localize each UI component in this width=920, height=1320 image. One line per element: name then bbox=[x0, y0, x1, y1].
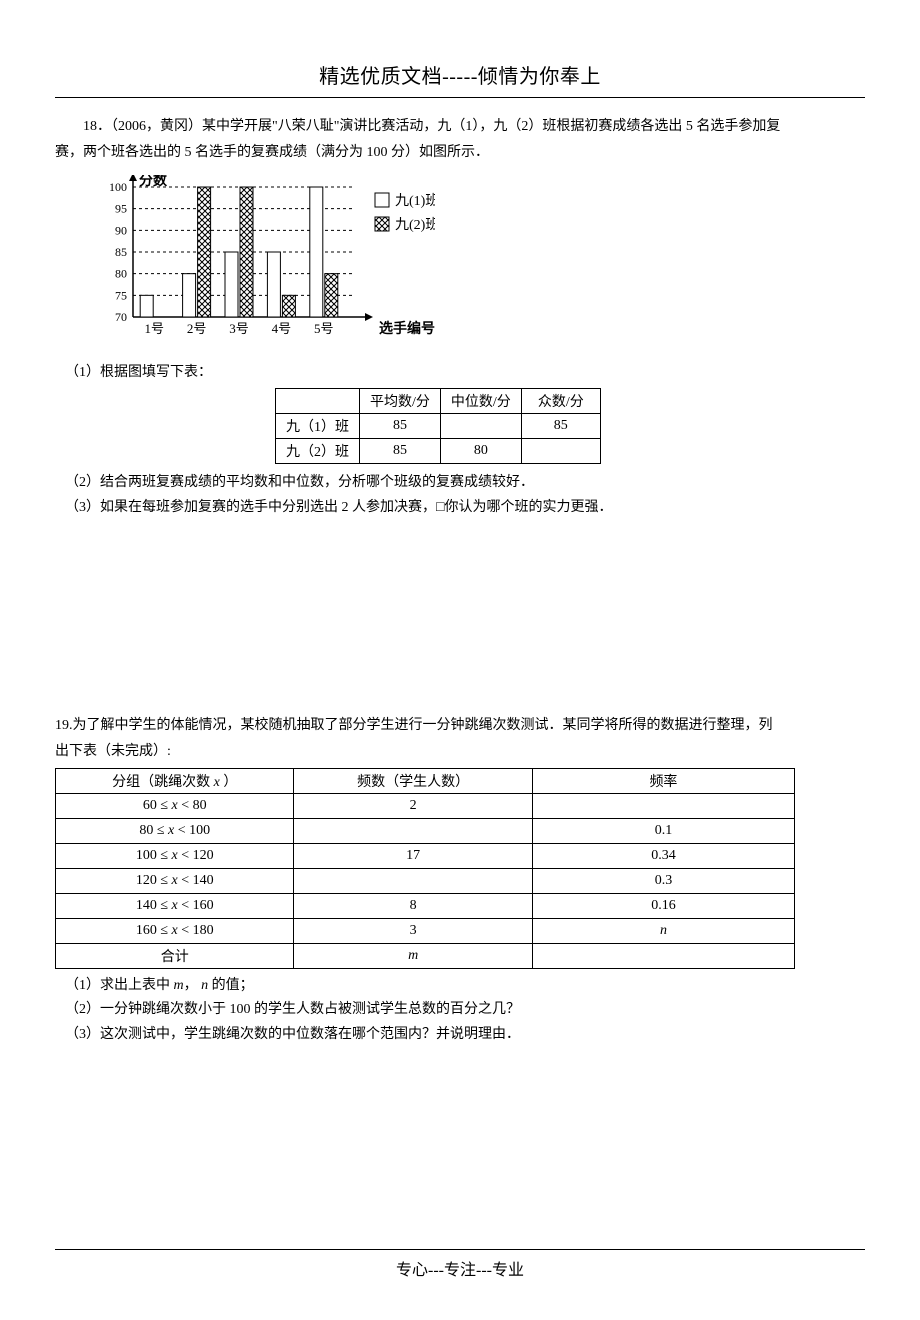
cell: 0.16 bbox=[532, 893, 794, 918]
cell: 频率 bbox=[532, 768, 794, 793]
svg-text:3号: 3号 bbox=[229, 321, 249, 336]
page-header-title: 精选优质文档-----倾情为你奉上 bbox=[55, 60, 865, 89]
cell bbox=[532, 793, 794, 818]
cell: 合计 bbox=[56, 943, 294, 968]
footer-divider bbox=[55, 1249, 865, 1250]
footer-text: 专心---专注---专业 bbox=[55, 1256, 865, 1280]
table-row: 100 ≤ x < 120170.34 bbox=[56, 843, 795, 868]
cell: 九（2）班 bbox=[276, 439, 360, 464]
cell bbox=[521, 439, 600, 464]
q18-sub1: （1）根据图填写下表： bbox=[65, 362, 865, 384]
cell bbox=[532, 943, 794, 968]
q18-sub3: （3）如果在每班参加复赛的选手中分别选出 2 人参加决赛，□你认为哪个班的实力更… bbox=[65, 497, 865, 519]
table-row: 分组（跳绳次数 x ）频数（学生人数）频率 bbox=[56, 768, 795, 793]
cell: 平均数/分 bbox=[360, 389, 441, 414]
q18-table: 平均数/分 中位数/分 众数/分 九（1）班 85 85 九（2）班 85 80 bbox=[275, 388, 601, 464]
cell: 频数（学生人数） bbox=[294, 768, 532, 793]
cell: 120 ≤ x < 140 bbox=[56, 868, 294, 893]
table-row: 合计m bbox=[56, 943, 795, 968]
svg-text:90: 90 bbox=[115, 223, 127, 237]
cell: 0.34 bbox=[532, 843, 794, 868]
cell: 2 bbox=[294, 793, 532, 818]
cell: 85 bbox=[360, 414, 441, 439]
svg-text:100: 100 bbox=[109, 180, 127, 194]
svg-text:选手编号: 选手编号 bbox=[379, 320, 435, 337]
bar-chart-svg: 100 95 90 85 80 75 70 分数 1号 2号 3号 4号 5号 选手编号 九(1)班九(2)… bbox=[85, 175, 435, 345]
svg-text:2号: 2号 bbox=[187, 321, 207, 336]
cell: 0.1 bbox=[532, 818, 794, 843]
svg-text:70: 70 bbox=[115, 310, 127, 324]
q18-sub2: （2）结合两班复赛成绩的平均数和中位数，分析哪个班级的复赛成绩较好． bbox=[65, 472, 865, 494]
cell: 17 bbox=[294, 843, 532, 868]
cell: 8 bbox=[294, 893, 532, 918]
q18-line1: 18．（2006，黄冈）某中学开展"八荣八耻"演讲比赛活动，九（1），九（2）班… bbox=[55, 116, 865, 138]
cell: 160 ≤ x < 180 bbox=[56, 918, 294, 943]
svg-text:75: 75 bbox=[115, 288, 127, 302]
table-row: 120 ≤ x < 140 0.3 bbox=[56, 868, 795, 893]
cell: 80 ≤ x < 100 bbox=[56, 818, 294, 843]
q19-line2: 出下表（未完成）: bbox=[55, 741, 865, 763]
table-row: 九（1）班 85 85 bbox=[276, 414, 601, 439]
q19-sub1: （1）求出上表中 m， n 的值； bbox=[65, 975, 865, 997]
table-row: 60 ≤ x < 802 bbox=[56, 793, 795, 818]
cell: 85 bbox=[521, 414, 600, 439]
svg-text:80: 80 bbox=[115, 266, 127, 280]
table-row: 平均数/分 中位数/分 众数/分 bbox=[276, 389, 601, 414]
q18-line2: 赛，两个班各选出的 5 名选手的复赛成绩（满分为 100 分）如图所示． bbox=[55, 142, 865, 164]
svg-text:5号: 5号 bbox=[314, 321, 334, 336]
cell: 0.3 bbox=[532, 868, 794, 893]
q19-line1: 19.为了解中学生的体能情况，某校随机抽取了部分学生进行一分钟跳绳次数测试．某同… bbox=[55, 715, 865, 737]
q19-sub2: （2）一分钟跳绳次数小于 100 的学生人数占被测试学生总数的百分之几？ bbox=[65, 999, 865, 1021]
cell bbox=[276, 389, 360, 414]
svg-text:分数: 分数 bbox=[139, 175, 168, 189]
cell: 众数/分 bbox=[521, 389, 600, 414]
cell: 80 bbox=[440, 439, 521, 464]
cell: 85 bbox=[360, 439, 441, 464]
cell bbox=[294, 818, 532, 843]
table-row: 160 ≤ x < 1803n bbox=[56, 918, 795, 943]
svg-text:85: 85 bbox=[115, 245, 127, 259]
svg-text:95: 95 bbox=[115, 201, 127, 215]
table-row: 九（2）班 85 80 bbox=[276, 439, 601, 464]
svg-text:九(2)班: 九(2)班 bbox=[395, 217, 435, 233]
page: 精选优质文档-----倾情为你奉上 18．（2006，黄冈）某中学开展"八荣八耻… bbox=[0, 0, 920, 1320]
cell: 140 ≤ x < 160 bbox=[56, 893, 294, 918]
table-row: 80 ≤ x < 100 0.1 bbox=[56, 818, 795, 843]
cell: n bbox=[532, 918, 794, 943]
svg-text:九(1)班: 九(1)班 bbox=[395, 193, 435, 209]
svg-text:4号: 4号 bbox=[272, 321, 292, 336]
spacer bbox=[55, 521, 865, 711]
cell bbox=[440, 414, 521, 439]
q18-chart: 100 95 90 85 80 75 70 分数 1号 2号 3号 4号 5号 选手编号 九(1)班九(2)… bbox=[85, 175, 865, 350]
cell bbox=[294, 868, 532, 893]
q19-table: 分组（跳绳次数 x ）频数（学生人数）频率60 ≤ x < 80280 ≤ x … bbox=[55, 768, 795, 969]
table-row: 140 ≤ x < 16080.16 bbox=[56, 893, 795, 918]
footer: 专心---专注---专业 bbox=[55, 1249, 865, 1280]
cell: 九（1）班 bbox=[276, 414, 360, 439]
q19-sub3: （3）这次测试中，学生跳绳次数的中位数落在哪个范围内？并说明理由． bbox=[65, 1024, 865, 1046]
cell: 100 ≤ x < 120 bbox=[56, 843, 294, 868]
svg-text:1号: 1号 bbox=[144, 321, 164, 336]
cell: 60 ≤ x < 80 bbox=[56, 793, 294, 818]
cell: 3 bbox=[294, 918, 532, 943]
cell: 中位数/分 bbox=[440, 389, 521, 414]
cell: m bbox=[294, 943, 532, 968]
header-divider bbox=[55, 97, 865, 98]
cell: 分组（跳绳次数 x ） bbox=[56, 768, 294, 793]
